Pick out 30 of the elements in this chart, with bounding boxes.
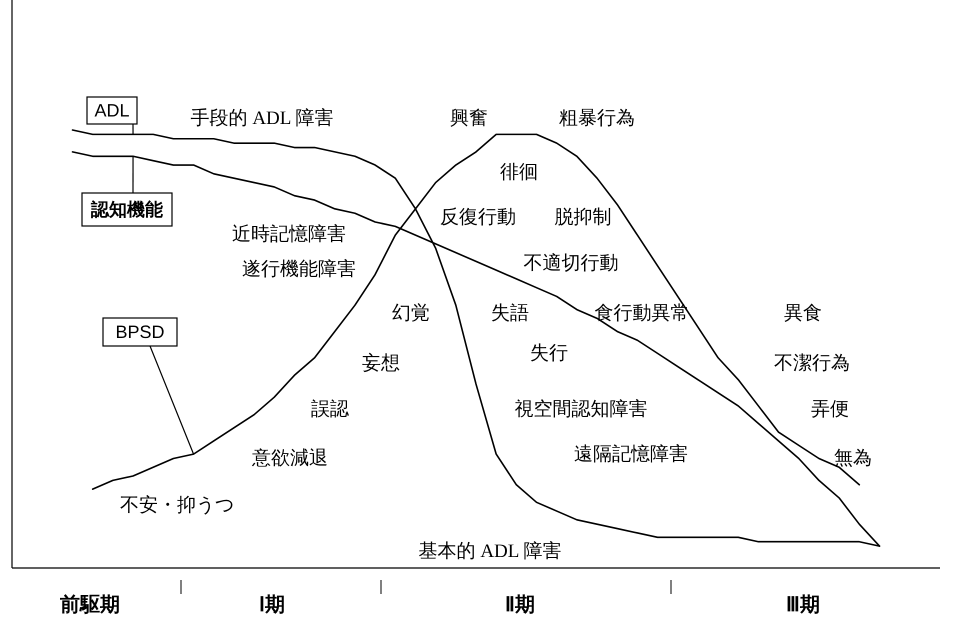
annotation: 基本的 ADL 障害	[418, 540, 562, 562]
annotation: 幻覚	[392, 302, 430, 324]
annotation: 失語	[491, 303, 529, 324]
text: 興奮	[450, 108, 488, 129]
text: 前駆期	[59, 594, 120, 616]
text: Ⅲ期	[786, 594, 820, 616]
legend-label: 認知機能	[90, 200, 163, 220]
annotation: 不安・抑うつ	[120, 494, 234, 516]
annotation: 不適切行動	[524, 252, 618, 274]
annotation: 失行	[530, 343, 568, 364]
series-label: ADL	[94, 100, 130, 120]
annotation: 弄便	[811, 399, 849, 420]
annotation: 近時記憶障害	[232, 223, 346, 245]
annotation: 視空間認知障害	[514, 398, 648, 420]
annotation: 遠隔記憶障害	[574, 443, 688, 465]
annotation: 不潔行為	[774, 353, 850, 374]
annotation: 妄想	[362, 352, 400, 374]
annotation: 反復行動	[440, 207, 516, 228]
annotation: 徘徊	[500, 162, 538, 183]
annotation: 異食	[784, 303, 822, 324]
text: Ⅱ期	[505, 594, 535, 616]
annotation: 遂行機能障害	[242, 258, 356, 280]
annotation: 無為	[834, 448, 872, 469]
text: Ⅰ期	[259, 594, 285, 616]
text: BPSD	[115, 322, 165, 342]
annotation: 脱抑制	[554, 207, 612, 228]
annotation: 誤認	[311, 399, 349, 420]
text: 手段的 ADL 障害	[190, 107, 334, 129]
annotation: 意欲減退	[251, 448, 328, 469]
text: 粗暴行為	[559, 108, 635, 129]
